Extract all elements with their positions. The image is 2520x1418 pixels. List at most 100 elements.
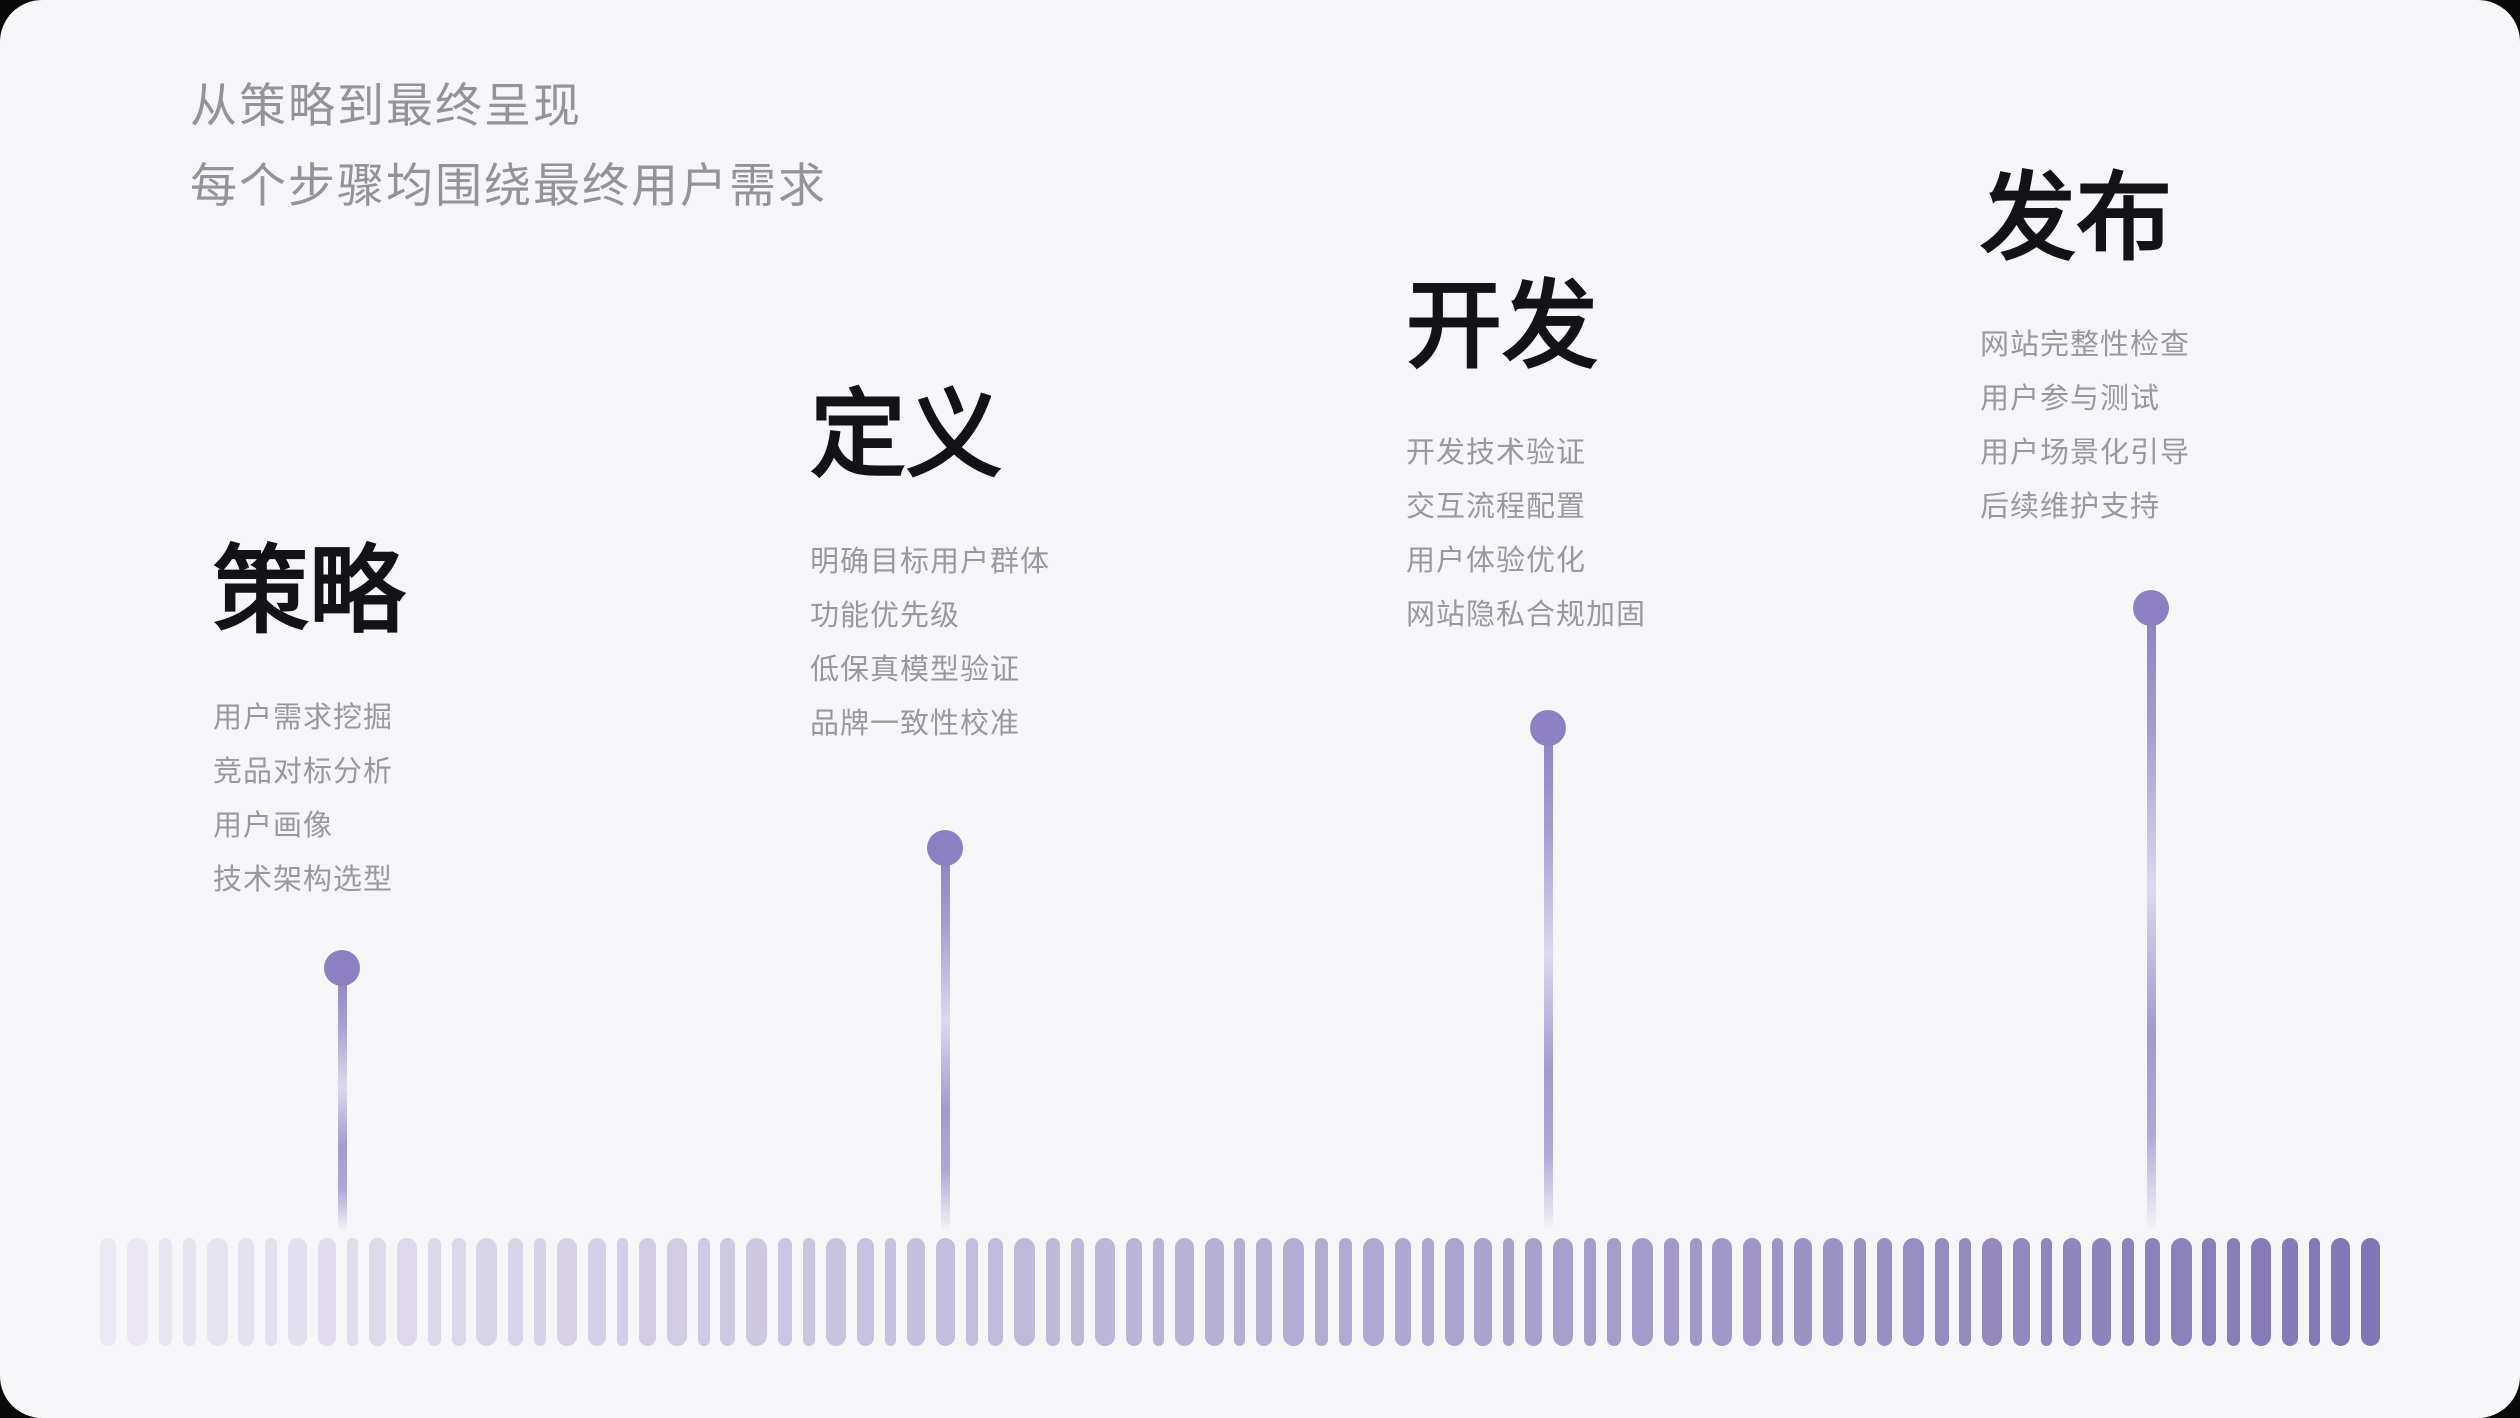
ruler-bar — [638, 1238, 656, 1346]
ruler-bar — [2202, 1238, 2217, 1346]
ruler-bar — [720, 1238, 736, 1346]
list-item: 竞品对标分析 — [213, 756, 394, 788]
ruler-bar — [158, 1238, 172, 1346]
ruler-bar — [906, 1238, 925, 1346]
ruler-bar — [2360, 1238, 2380, 1346]
ruler-bar — [2063, 1238, 2082, 1346]
ruler-bar — [884, 1238, 896, 1346]
intro-line-1: 从策略到最终呈现 — [190, 79, 582, 132]
list-item: 用户需求挖掘 — [213, 702, 394, 734]
ruler-bar — [1583, 1238, 1596, 1346]
stage-develop-title: 开发 — [1406, 273, 1598, 380]
stage-develop-items: 开发技术验证 交互流程配置 用户体验优化 网站隐私合规加固 — [1406, 437, 1646, 631]
ruler-bar — [1094, 1238, 1115, 1346]
list-item: 用户体验优化 — [1406, 545, 1587, 577]
pin-dot — [2133, 590, 2169, 626]
ruler-bar — [1853, 1238, 1866, 1346]
ruler-bar — [2144, 1238, 2160, 1346]
ruler-bar — [826, 1238, 847, 1346]
list-item: 用户参与测试 — [1980, 383, 2161, 415]
ruler-bar — [1444, 1238, 1464, 1346]
ruler-bar — [427, 1238, 441, 1346]
ruler-bar — [2309, 1238, 2321, 1346]
ruler-bar — [100, 1238, 116, 1346]
ruler-bar — [1071, 1238, 1085, 1346]
stage-launch-items: 网站完整性检查 用户参与测试 用户场景化引导 后续维护支持 — [1980, 329, 2190, 523]
ruler-bar — [2041, 1238, 2053, 1346]
list-item: 低保真模型验证 — [810, 654, 1021, 686]
list-item: 功能优先级 — [810, 600, 961, 632]
ruler-bar — [1743, 1238, 1762, 1346]
ruler-bar — [265, 1238, 278, 1346]
ruler-bar — [1474, 1238, 1493, 1346]
ruler-bar — [697, 1238, 710, 1346]
ruler-bar — [1663, 1238, 1679, 1346]
ruler-bar — [318, 1238, 337, 1346]
ruler-bar — [1315, 1238, 1329, 1346]
ruler-bar — [1152, 1238, 1164, 1346]
ruler-bar — [1689, 1238, 1702, 1346]
ruler-bar — [2282, 1238, 2299, 1346]
list-item: 交互流程配置 — [1406, 491, 1587, 523]
ruler-bar — [2013, 1238, 2031, 1346]
stage-strategy-title: 策略 — [213, 538, 405, 645]
list-item: 用户场景化引导 — [1980, 437, 2191, 469]
ruler-bar — [1982, 1238, 2003, 1346]
ruler-bar — [1631, 1238, 1653, 1346]
ruler-bar — [778, 1238, 793, 1346]
ruler-bar — [508, 1238, 524, 1346]
ruler-bar — [288, 1238, 308, 1346]
ruler-bar — [1234, 1238, 1246, 1346]
ruler-bar — [2251, 1238, 2272, 1346]
intro-text: 从策略到最终呈现 每个步骤均围绕最终用户需求 — [190, 66, 827, 226]
stage-launch-title: 发布 — [1980, 165, 2172, 272]
ruler-bar — [1503, 1238, 1515, 1346]
pin-dot — [927, 830, 963, 866]
ruler-bar — [206, 1238, 228, 1346]
pin-stem — [940, 848, 950, 1232]
timeline-ruler — [100, 1238, 2380, 1346]
ruler-bar — [347, 1238, 359, 1346]
ruler-bar — [1256, 1238, 1273, 1346]
ruler-bar — [856, 1238, 874, 1346]
list-item: 品牌一致性校准 — [810, 708, 1021, 740]
ruler-bar — [1394, 1238, 1411, 1346]
ruler-bar — [588, 1238, 607, 1346]
ruler-bar — [557, 1238, 578, 1346]
ruler-bar — [1525, 1238, 1543, 1346]
ruler-bar — [1823, 1238, 1843, 1346]
ruler-bar — [1014, 1238, 1036, 1346]
ruler-bar — [1959, 1238, 1972, 1346]
ruler-bar — [1174, 1238, 1194, 1346]
ruler-bar — [803, 1238, 816, 1346]
list-item: 开发技术验证 — [1406, 437, 1587, 469]
ruler-bar — [746, 1238, 768, 1346]
ruler-bar — [2330, 1238, 2350, 1346]
list-item: 明确目标用户群体 — [810, 546, 1051, 578]
list-item: 技术架构选型 — [213, 864, 394, 896]
list-item: 后续维护支持 — [1980, 491, 2161, 523]
ruler-bar — [1362, 1238, 1384, 1346]
ruler-bar — [1046, 1238, 1061, 1346]
ruler-bar — [396, 1238, 417, 1346]
ruler-bar — [1794, 1238, 1813, 1346]
stage-develop: 开发 开发技术验证 交互流程配置 用户体验优化 网站隐私合规加固 — [1406, 277, 1646, 653]
ruler-bar — [476, 1238, 498, 1346]
pin-stem — [1543, 728, 1553, 1232]
ruler-bar — [1902, 1238, 1924, 1346]
list-item: 网站完整性检查 — [1980, 329, 2191, 361]
stage-strategy: 策略 用户需求挖掘 竞品对标分析 用户画像 技术架构选型 — [213, 542, 405, 918]
stage-define: 定义 明确目标用户群体 功能优先级 低保真模型验证 品牌一致性校准 — [810, 386, 1050, 762]
pin-dot — [324, 950, 360, 986]
pin-stem — [2146, 608, 2156, 1232]
ruler-bar — [534, 1238, 547, 1346]
stage-strategy-items: 用户需求挖掘 竞品对标分析 用户画像 技术架构选型 — [213, 702, 405, 896]
ruler-bar — [1421, 1238, 1434, 1346]
ruler-bar — [368, 1238, 386, 1346]
ruler-bar — [1553, 1238, 1574, 1346]
intro-line-2: 每个步骤均围绕最终用户需求 — [190, 159, 827, 212]
ruler-bar — [2121, 1238, 2134, 1346]
ruler-bar — [1338, 1238, 1352, 1346]
ruler-bar — [238, 1238, 255, 1346]
